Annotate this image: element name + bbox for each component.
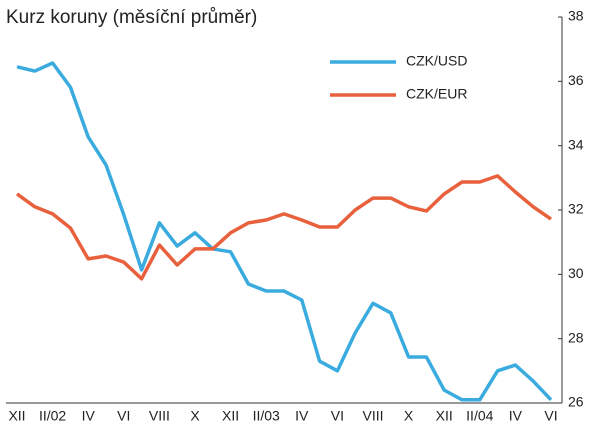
y-tick-label: 38	[568, 8, 584, 24]
y-tick-label: 32	[568, 201, 584, 217]
x-tick-label: IV	[82, 408, 96, 424]
x-tick-label: IV	[295, 408, 309, 424]
x-tick-label: XII	[436, 408, 453, 424]
x-tick-label: VI	[544, 408, 557, 424]
y-tick-label: 30	[568, 265, 584, 281]
x-tick-label: XII	[222, 408, 239, 424]
x-tick-label: X	[190, 408, 200, 424]
x-tick-label: II/04	[466, 408, 493, 424]
y-tick-label: 34	[568, 136, 584, 152]
y-tick-label: 26	[568, 394, 584, 410]
x-tick-label: X	[404, 408, 414, 424]
x-tick-label: VIII	[362, 408, 383, 424]
y-tick-label: 28	[568, 329, 584, 345]
x-tick-label: XII	[8, 408, 25, 424]
x-tick-label: VIII	[149, 408, 170, 424]
series-line	[15, 174, 552, 281]
x-tick-label: VI	[117, 408, 130, 424]
y-tick-label: 36	[568, 72, 584, 88]
x-tick-label: IV	[509, 408, 523, 424]
x-tick-label: II/03	[253, 408, 280, 424]
x-tick-label: II/02	[39, 408, 66, 424]
series-line	[16, 61, 553, 402]
legend-label: CZK/EUR	[406, 86, 467, 102]
chart-title: Kurz koruny (měsíční průměr)	[6, 7, 257, 28]
x-tick-label: VI	[331, 408, 344, 424]
legend-label: CZK/USD	[406, 53, 467, 69]
